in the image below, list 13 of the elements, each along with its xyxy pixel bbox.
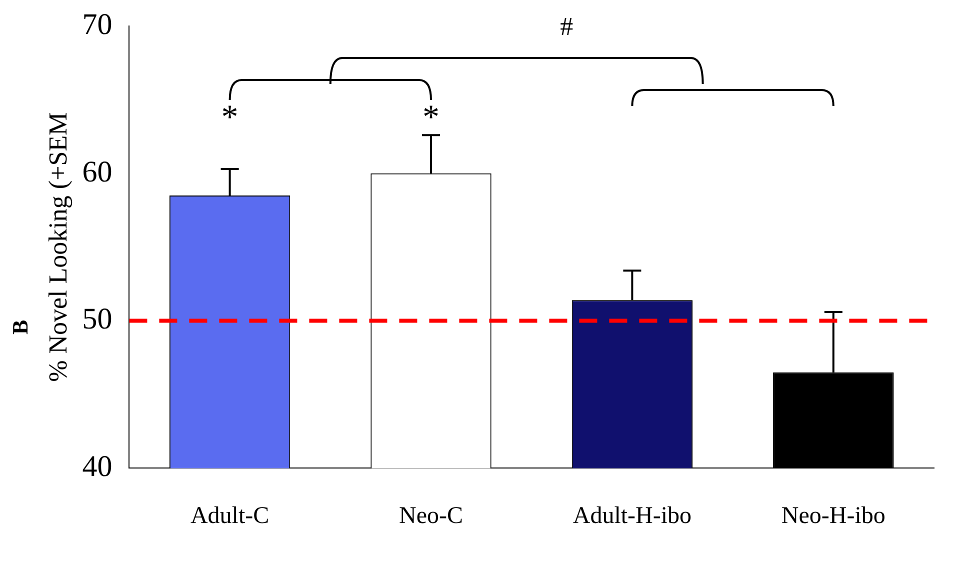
y-axis-title: % Novel Looking (+SEM: [43, 112, 72, 382]
annotation: *: [422, 99, 440, 136]
x-tick-label: Adult-H-ibo: [572, 502, 692, 529]
y-tick-label: 60: [82, 155, 112, 188]
x-tick-label: Adult-C: [190, 502, 270, 529]
y-tick-label: 50: [82, 302, 112, 336]
y-tick-label: 40: [82, 450, 112, 484]
x-tick-label: Neo-C: [399, 502, 463, 529]
annotation: *: [221, 99, 238, 136]
y-tick-label: 70: [82, 8, 112, 41]
x-tick-label: Neo-H-ibo: [781, 502, 886, 529]
text: B: [8, 319, 33, 334]
annotation: #: [560, 12, 574, 41]
